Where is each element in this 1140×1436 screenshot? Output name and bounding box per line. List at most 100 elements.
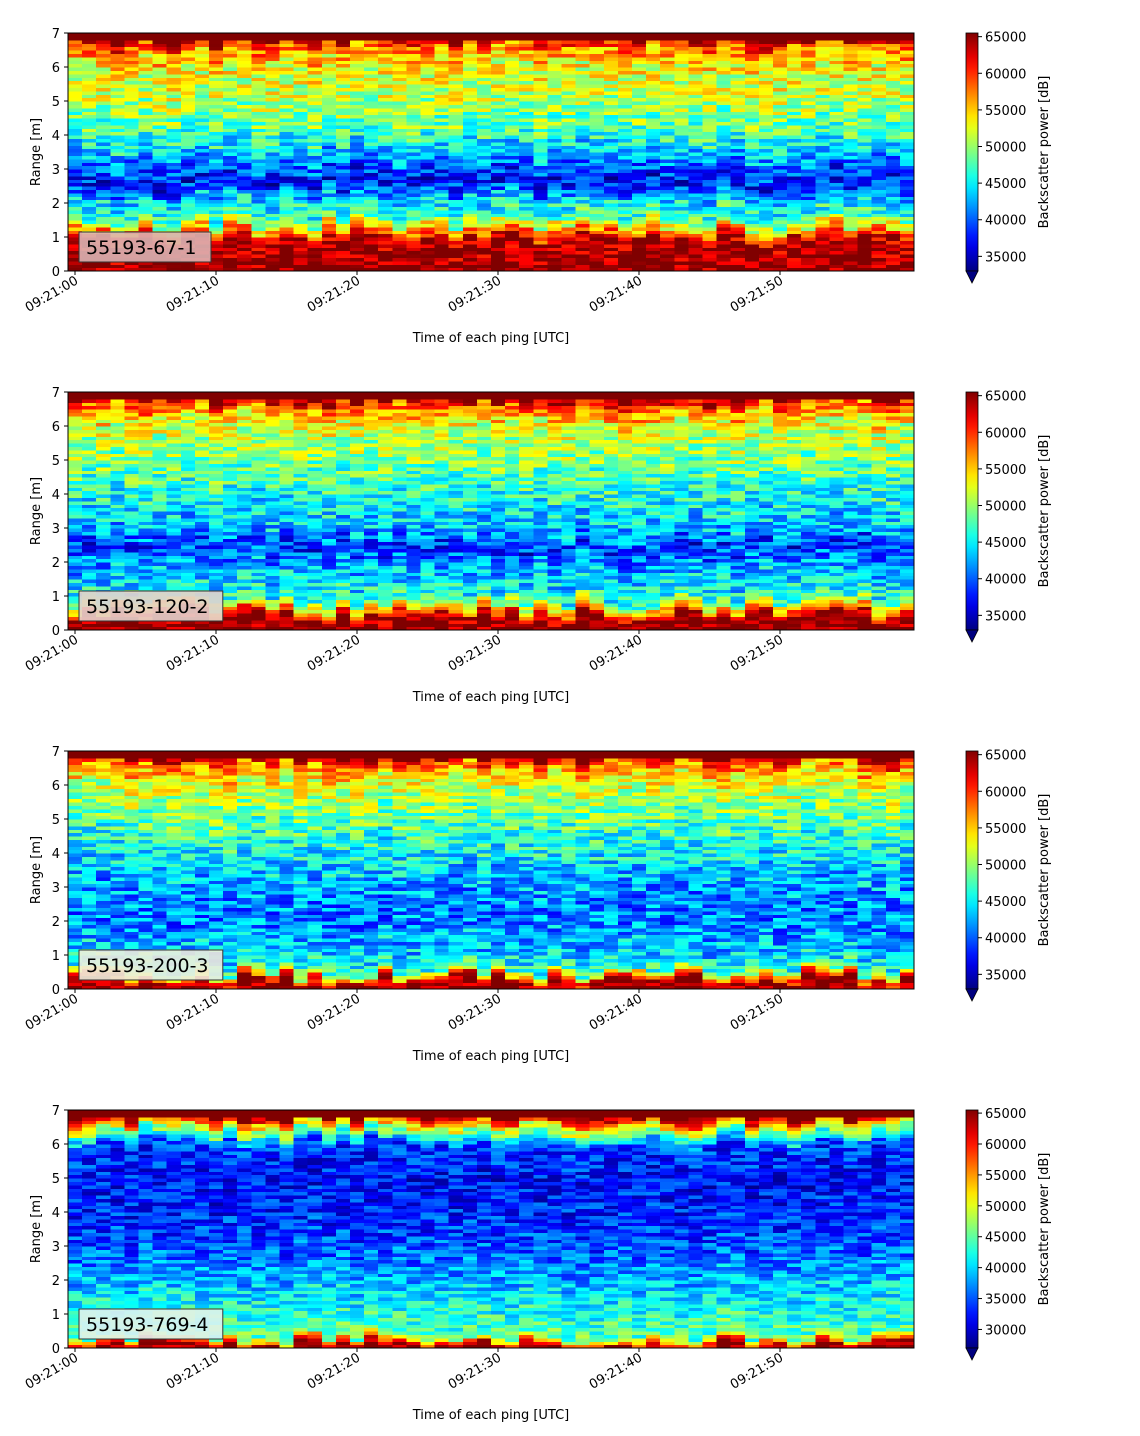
heatmap-cell xyxy=(843,216,859,221)
heatmap-cell xyxy=(335,243,351,248)
heatmap-cell xyxy=(519,33,534,37)
heatmap-cell xyxy=(547,243,563,248)
heatmap-cell xyxy=(801,192,816,197)
heatmap-cell xyxy=(716,165,732,170)
heatmap-cell xyxy=(237,189,252,194)
heatmap-cell xyxy=(223,169,238,173)
heatmap-cell xyxy=(209,141,224,146)
heatmap-cell xyxy=(378,33,393,37)
heatmap-cell xyxy=(82,135,97,139)
heatmap-cell xyxy=(152,121,168,126)
heatmap-cell xyxy=(801,233,816,238)
heatmap-cell xyxy=(194,43,210,48)
heatmap-cell xyxy=(68,53,83,58)
heatmap-cell xyxy=(68,131,83,136)
heatmap-cell xyxy=(350,206,365,211)
heatmap-cell xyxy=(293,233,309,238)
heatmap-cell xyxy=(575,250,591,255)
heatmap-cell xyxy=(180,36,196,41)
heatmap-cell xyxy=(138,504,154,509)
heatmap-cell xyxy=(533,131,548,136)
heatmap-cell xyxy=(505,175,520,180)
heatmap-cell xyxy=(293,267,309,272)
heatmap-cell xyxy=(533,182,548,187)
heatmap-cell xyxy=(223,260,238,265)
heatmap-cell xyxy=(223,104,238,109)
heatmap-cell xyxy=(632,141,647,146)
heatmap-cell xyxy=(589,158,605,163)
heatmap-cell xyxy=(180,111,196,116)
heatmap-cell xyxy=(335,213,351,218)
heatmap-cell xyxy=(251,141,266,146)
heatmap-cell xyxy=(194,118,210,122)
heatmap-cell xyxy=(223,97,238,102)
heatmap-cell xyxy=(899,131,915,136)
heatmap-cell xyxy=(194,70,210,75)
heatmap-cell xyxy=(152,94,168,99)
heatmap-cell xyxy=(152,436,168,441)
heatmap-cell xyxy=(857,33,873,37)
heatmap-cell xyxy=(265,121,281,126)
heatmap-cell xyxy=(632,199,647,204)
heatmap-cell xyxy=(617,141,633,146)
heatmap-cell xyxy=(773,141,788,146)
heatmap-cell xyxy=(180,131,196,136)
heatmap-cell xyxy=(68,250,83,255)
heatmap-cell xyxy=(251,70,266,75)
heatmap-cell xyxy=(773,33,788,37)
heatmap-cell xyxy=(603,192,619,197)
heatmap-cell xyxy=(603,131,619,136)
heatmap-cell xyxy=(787,165,802,170)
heatmap-cell xyxy=(307,56,323,61)
heatmap-cell xyxy=(166,264,182,269)
heatmap-cell xyxy=(68,175,83,180)
heatmap-cell xyxy=(519,192,534,197)
heatmap-cell xyxy=(110,114,125,119)
heatmap-cell xyxy=(307,50,323,54)
heatmap-cell xyxy=(68,260,83,265)
heatmap-cell xyxy=(857,264,873,269)
heatmap-cell xyxy=(138,264,154,269)
heatmap-cell xyxy=(646,165,661,170)
heatmap-cell xyxy=(505,192,520,197)
heatmap-cell xyxy=(589,192,605,197)
heatmap-cell xyxy=(279,46,295,51)
heatmap-cell xyxy=(279,165,295,170)
heatmap-cell xyxy=(152,46,168,51)
heatmap-cell xyxy=(533,264,548,269)
heatmap-cell xyxy=(758,148,774,153)
heatmap-cell xyxy=(462,158,478,163)
heatmap-cell xyxy=(674,175,689,180)
heatmap-cell xyxy=(307,267,323,272)
heatmap-cell xyxy=(279,260,295,265)
heatmap-cell xyxy=(265,209,281,214)
heatmap-cell xyxy=(223,124,238,129)
heatmap-cell xyxy=(180,209,196,214)
heatmap-cell xyxy=(96,199,111,204)
heatmap-cell xyxy=(110,169,125,173)
heatmap-cell xyxy=(843,192,859,197)
heatmap-cell xyxy=(96,124,111,129)
heatmap-cell xyxy=(223,223,238,228)
heatmap-cell xyxy=(335,114,351,119)
heatmap-cell xyxy=(194,60,210,65)
heatmap-cell xyxy=(124,121,140,126)
heatmap-cell xyxy=(166,111,182,116)
heatmap-cell xyxy=(321,213,337,218)
heatmap-cell xyxy=(223,145,238,150)
heatmap-cell xyxy=(773,131,788,136)
heatmap-cell xyxy=(209,213,224,218)
heatmap-cell xyxy=(476,148,492,153)
heatmap-cell xyxy=(223,186,238,190)
heatmap-cell xyxy=(251,199,266,204)
heatmap-cell xyxy=(519,233,534,238)
heatmap-cell xyxy=(68,56,83,61)
heatmap-cell xyxy=(237,94,252,99)
heatmap-cell xyxy=(547,33,563,37)
heatmap-cell xyxy=(321,165,337,170)
heatmap-cell xyxy=(660,250,675,255)
heatmap-cell xyxy=(152,67,168,71)
heatmap-cell xyxy=(321,50,337,54)
heatmap-cell xyxy=(829,175,845,180)
heatmap-cell xyxy=(420,264,436,269)
